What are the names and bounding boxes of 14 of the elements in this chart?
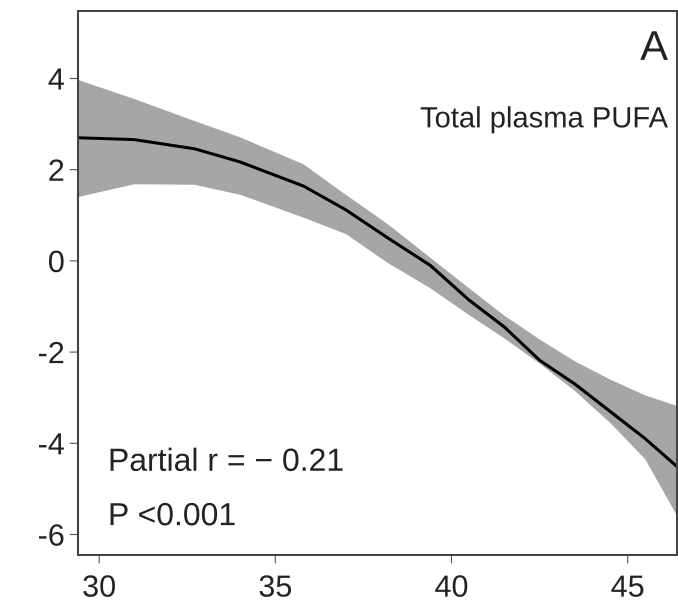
- x-tick-label: 40: [435, 575, 468, 597]
- y-tick-label: -4: [38, 433, 64, 454]
- y-tick-label: 2: [49, 159, 64, 181]
- x-tick-label: 35: [259, 575, 292, 597]
- x-tick-label: 45: [611, 576, 644, 597]
- y-tick-label: 0: [49, 250, 64, 272]
- x-tick-label: 30: [83, 575, 115, 597]
- y-tick-label: -6: [38, 524, 64, 546]
- annotation: P <0.001: [110, 502, 235, 526]
- annotation: Partial r = − 0.21: [110, 448, 343, 472]
- y-tick-label: 4: [48, 68, 64, 90]
- y-tick-label: -2: [38, 342, 64, 364]
- annotation: A: [640, 31, 668, 60]
- annotation: Total plasma PUFA: [420, 106, 668, 134]
